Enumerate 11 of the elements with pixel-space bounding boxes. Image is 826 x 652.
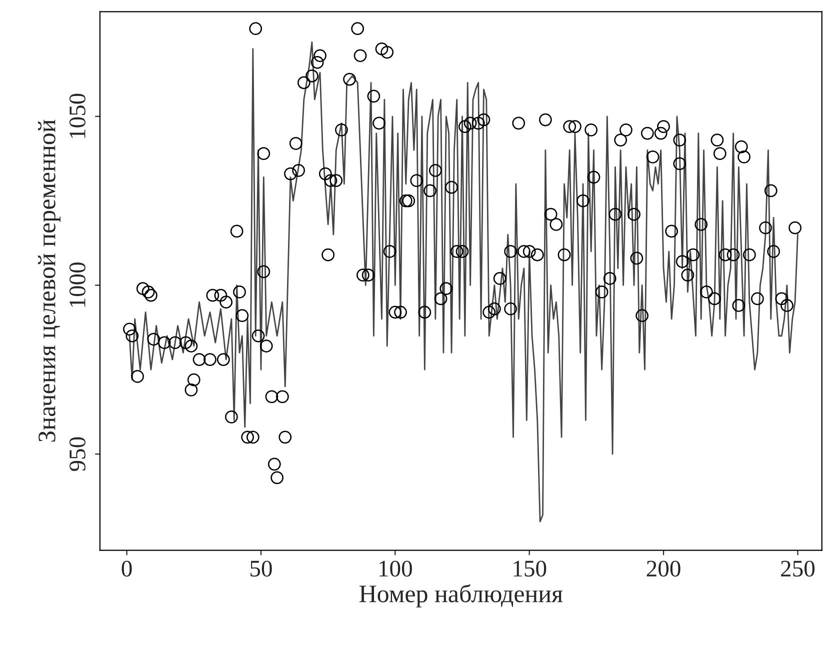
- x-tick-label: 50: [250, 560, 272, 577]
- y-tick-label: 950: [69, 437, 86, 472]
- x-tick-label: 0: [122, 560, 132, 577]
- x-tick-label: 250: [781, 560, 815, 577]
- y-tick-label: 1050: [69, 94, 86, 138]
- x-axis-title: Номер наблюдения: [359, 584, 563, 608]
- x-tick-label: 200: [646, 560, 680, 577]
- y-tick-label: 1000: [69, 262, 86, 307]
- x-tick-label: 100: [380, 560, 412, 577]
- y-axis-title: Значения целевой переменной: [38, 120, 60, 442]
- x-tick-label: 150: [514, 560, 546, 577]
